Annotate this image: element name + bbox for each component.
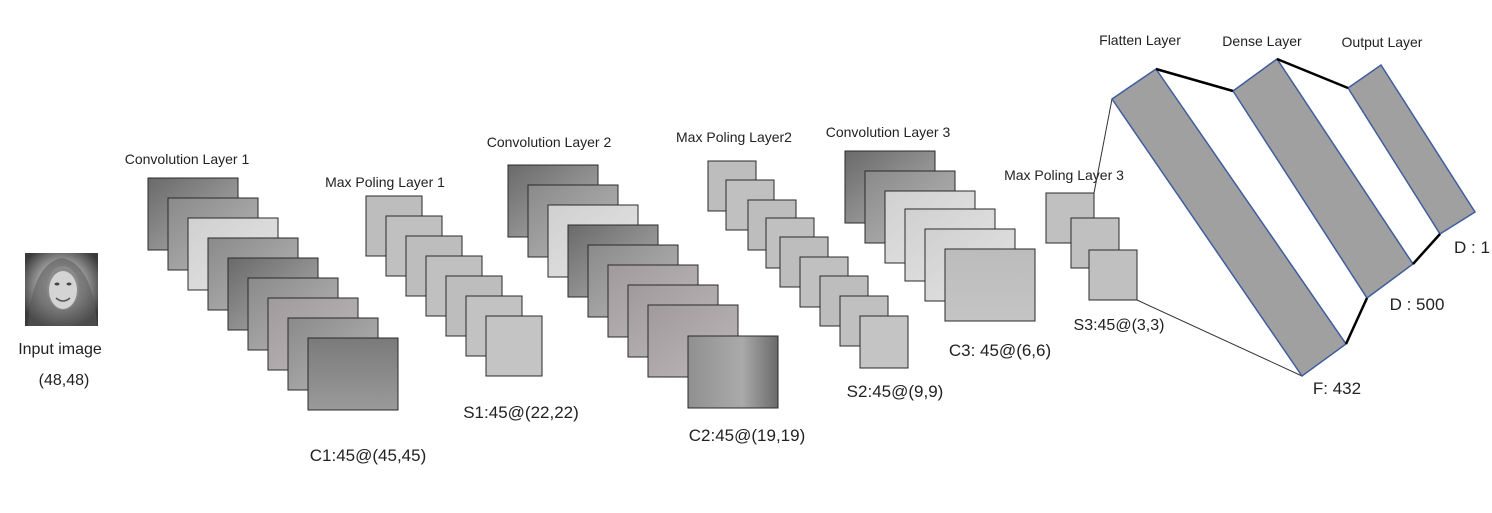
- dense-to-output-line: [1276, 57, 1349, 90]
- flatten-title: Flatten Layer: [1099, 32, 1181, 48]
- conv3-stack: [844, 150, 1036, 322]
- conv1-title: Convolution Layer 1: [125, 151, 250, 167]
- dense-title: Dense Layer: [1222, 33, 1302, 49]
- flatten-to-dense-line: [1344, 297, 1369, 345]
- dense-dims: D : 500: [1390, 295, 1445, 314]
- pool2-dims: S2:45@(9,9): [847, 382, 944, 401]
- pool1-stack: [365, 195, 543, 377]
- pool1-title: Max Poling Layer 1: [325, 174, 445, 190]
- conv3-dims: C3: 45@(6,6): [949, 341, 1051, 360]
- pool3-to-flatten-line: [1093, 98, 1113, 194]
- conv1-feature-map: [307, 337, 399, 411]
- conv1-stack: [147, 177, 399, 411]
- input-image: [25, 253, 98, 326]
- pool3-title: Max Poling Layer 3: [1004, 167, 1124, 183]
- conv2-feature-map: [687, 335, 779, 409]
- dense-to-output-line: [1412, 233, 1441, 265]
- input-image-size: (48,48): [39, 372, 90, 389]
- conv2-stack: [507, 164, 779, 409]
- pool3-stack: [1045, 192, 1138, 301]
- pool2-feature-map: [859, 315, 909, 369]
- output-title: Output Layer: [1342, 34, 1423, 50]
- output-layer-bar: [1346, 63, 1477, 236]
- pool2-title: Max Poling Layer2: [676, 129, 792, 145]
- flatten-to-dense-line: [1155, 67, 1234, 93]
- output-dims: D : 1: [1454, 238, 1490, 257]
- conv3-feature-map: [944, 248, 1036, 322]
- pool3-to-flatten-line: [1136, 299, 1303, 377]
- conv1-dims: C1:45@(45,45): [310, 446, 427, 465]
- pool3-dims: S3:45@(3,3): [1074, 317, 1165, 334]
- conv2-dims: C2:45@(19,19): [689, 426, 806, 445]
- pool3-feature-map: [1088, 249, 1138, 301]
- pool2-stack: [707, 160, 909, 369]
- input-image-label: Input image: [18, 341, 102, 358]
- conv2-title: Convolution Layer 2: [487, 134, 612, 150]
- pool1-feature-map: [485, 315, 543, 377]
- conv3-title: Convolution Layer 3: [826, 124, 951, 140]
- flatten-dims: F: 432: [1313, 379, 1361, 398]
- pool1-dims: S1:45@(22,22): [463, 403, 579, 422]
